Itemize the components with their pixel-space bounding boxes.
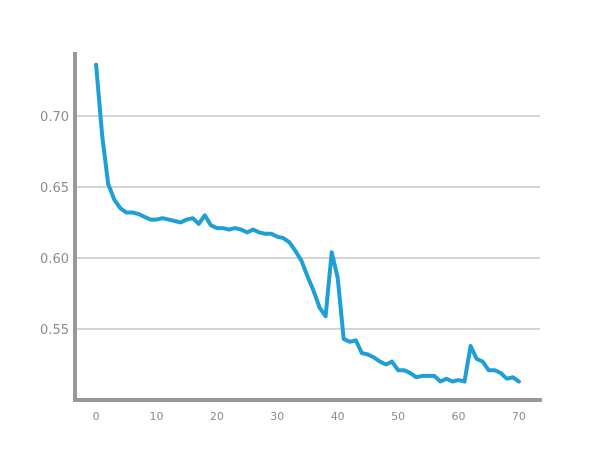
series-layer — [94, 62, 521, 384]
x-tick-labels: 0 10 20 30 40 50 60 70 — [93, 410, 526, 423]
x-tick-label-4: 40 — [331, 410, 345, 423]
x-tick-label-5: 50 — [391, 410, 405, 423]
y-tick-label-1: 0.60 — [40, 252, 69, 267]
series-line-0 — [94, 62, 521, 384]
x-tick-label-0: 0 — [93, 410, 100, 423]
x-tick-label-1: 10 — [150, 410, 164, 423]
x-tick-label-2: 20 — [210, 410, 224, 423]
y-tick-labels: 0.55 0.60 0.65 0.70 — [40, 110, 69, 338]
y-tick-label-3: 0.70 — [40, 110, 69, 125]
y-tick-label-0: 0.55 — [40, 323, 69, 338]
grid-lines — [75, 115, 540, 330]
y-tick-label-2: 0.65 — [40, 181, 69, 196]
x-tick-label-3: 30 — [270, 410, 284, 423]
x-tick-label-6: 60 — [451, 410, 465, 423]
x-tick-label-7: 70 — [512, 410, 526, 423]
axes — [73, 52, 542, 402]
